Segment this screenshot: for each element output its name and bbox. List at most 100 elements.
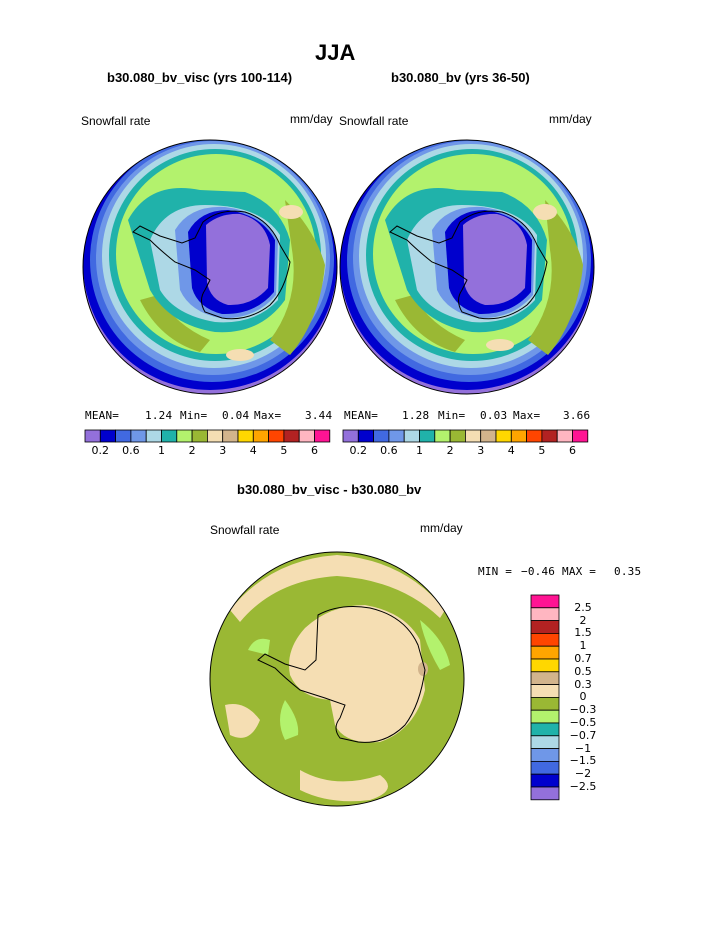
left-colorbar-box (176, 429, 193, 443)
right-colorbar-label: 5 (538, 444, 546, 457)
left-colorbar-box (130, 429, 147, 443)
left-colorbar-box (298, 429, 315, 443)
left-colorbar-box (314, 429, 331, 443)
left-colorbar-label: 5 (280, 444, 288, 457)
right-colorbar-label: 0.2 (349, 444, 368, 457)
difference-panel-title: b30.080_bv_visc - b30.080_bv (237, 482, 422, 497)
difference-colorbar-label: 0.5 (574, 664, 592, 678)
left-colorbar-box (222, 429, 239, 443)
difference-colorbar-box (530, 671, 560, 685)
right-colorbar-label: 6 (569, 444, 576, 457)
difference-colorbar-box (530, 722, 560, 737)
left-colorbar-box (145, 429, 162, 443)
difference-min-label: MIN = (478, 565, 513, 578)
difference-colorbar-label: −1.5 (569, 754, 597, 768)
left-colorbar-box (237, 429, 254, 443)
difference-colorbar-label: 0.3 (574, 677, 592, 691)
left-min-value: 0.04 (222, 409, 250, 422)
difference-colorbar-box (530, 709, 560, 724)
left-colorbar-box (99, 429, 117, 443)
right-colorbar-box (510, 429, 527, 443)
right-max-value: 3.66 (563, 409, 591, 422)
right-colorbar-box (526, 429, 543, 443)
left-colorbar-label: 0.6 (122, 444, 140, 457)
right-colorbar-box (572, 429, 589, 443)
right-colorbar-label: 0.6 (380, 444, 398, 457)
right-colorbar-box (556, 429, 573, 443)
right-colorbar-box (373, 429, 390, 443)
difference-colorbar-label: 1 (579, 639, 587, 653)
difference-colorbar-box (530, 748, 560, 762)
difference-colorbar-label: −2 (574, 767, 592, 781)
difference-colorbar-label: 0.7 (574, 652, 592, 665)
right-colorbar-label: 2 (446, 444, 454, 457)
left-colorbar-box (115, 429, 132, 443)
right-snowfall-map (339, 139, 595, 395)
right-colorbar-box (541, 429, 558, 443)
right-colorbar-box (449, 429, 466, 443)
left-colorbar-box (283, 429, 300, 443)
left-colorbar-label: 0.2 (91, 444, 110, 457)
difference-colorbar (530, 594, 560, 801)
difference-colorbar-label: −1 (574, 741, 592, 755)
difference-colorbar-box (530, 773, 560, 788)
right-variable-label: Snowfall rate (339, 114, 409, 128)
difference-colorbar-box (530, 658, 560, 673)
right-panel-title: b30.080_bv (yrs 36-50) (391, 70, 530, 85)
left-min-label: Min= (180, 409, 208, 422)
left-panel-title: b30.080_bv_visc (yrs 100-114) (107, 70, 293, 85)
difference-colorbar-box (530, 633, 560, 647)
difference-units-label: mm/day (420, 521, 463, 535)
difference-colorbar-box (530, 645, 560, 660)
left-colorbar-label: 6 (311, 444, 318, 457)
left-colorbar-label: 4 (249, 444, 257, 457)
left-colorbar-box (268, 429, 285, 443)
difference-min-value: −0.46 (521, 565, 556, 578)
right-colorbar-box (434, 429, 451, 443)
difference-colorbar-box (530, 761, 560, 775)
left-colorbar-box (252, 429, 270, 443)
difference-colorbar-label: 0 (579, 690, 587, 704)
difference-colorbar-label: −2.5 (569, 780, 597, 793)
right-colorbar-box (464, 429, 482, 443)
difference-colorbar-label: 2 (579, 613, 587, 627)
left-colorbar-box (84, 429, 101, 443)
difference-colorbar-box (530, 786, 560, 801)
difference-colorbar-box (530, 735, 560, 749)
right-min-label: Min= (438, 409, 466, 422)
figure-title: JJA (315, 40, 356, 65)
right-colorbar (342, 429, 589, 443)
left-snowfall-map (82, 139, 338, 395)
left-colorbar (84, 429, 331, 443)
right-mean-value: 1.28 (402, 409, 430, 422)
difference-colorbar-box (530, 594, 560, 609)
difference-colorbar-box (530, 607, 560, 621)
difference-colorbar-label: 2.5 (574, 600, 592, 614)
right-max-label: Max= (513, 409, 541, 422)
right-mean-label: MEAN= (344, 409, 379, 422)
left-mean-value: 1.24 (145, 409, 173, 422)
left-colorbar-box (191, 429, 208, 443)
right-colorbar-box (495, 429, 512, 443)
left-colorbar-label: 1 (158, 444, 165, 457)
left-colorbar-label: 2 (188, 444, 196, 457)
left-max-label: Max= (254, 409, 282, 422)
difference-max-label: MAX = (562, 565, 597, 578)
left-colorbar-label: 3 (219, 444, 227, 457)
difference-colorbar-label: −0.3 (569, 703, 597, 717)
left-mean-label: MEAN= (85, 409, 120, 422)
difference-colorbar-box (530, 684, 560, 698)
right-colorbar-box (419, 429, 436, 443)
left-units-label: mm/day (290, 112, 333, 126)
right-colorbar-label: 3 (477, 444, 485, 457)
right-units-label: mm/day (549, 112, 592, 126)
left-max-value: 3.44 (305, 409, 333, 422)
difference-variable-label: Snowfall rate (210, 523, 280, 537)
difference-colorbar-box (530, 697, 560, 711)
right-colorbar-box (357, 429, 374, 443)
difference-colorbar-label: 1.5 (574, 626, 592, 640)
left-variable-label: Snowfall rate (81, 114, 151, 128)
right-colorbar-box (388, 429, 405, 443)
left-colorbar-box (161, 429, 178, 443)
